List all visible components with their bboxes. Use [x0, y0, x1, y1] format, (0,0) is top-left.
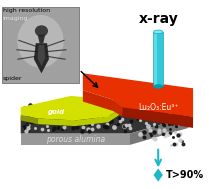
Polygon shape [21, 134, 130, 145]
Text: spider: spider [3, 76, 22, 81]
Polygon shape [21, 115, 38, 124]
Text: imaging: imaging [3, 16, 28, 21]
Ellipse shape [35, 25, 48, 37]
Text: T>90%: T>90% [166, 170, 204, 180]
Bar [2, 7, 79, 83]
Ellipse shape [153, 85, 163, 88]
Text: Lu₂O₃:Eu³⁺: Lu₂O₃:Eu³⁺ [138, 103, 178, 112]
Text: gold: gold [48, 109, 65, 115]
Polygon shape [130, 117, 188, 145]
Polygon shape [122, 107, 193, 128]
Bar [2, 7, 79, 83]
Polygon shape [21, 96, 122, 120]
Polygon shape [38, 35, 45, 43]
Polygon shape [34, 43, 49, 73]
Text: high resolution: high resolution [3, 8, 50, 13]
Ellipse shape [17, 15, 64, 68]
Polygon shape [153, 168, 163, 182]
Text: porous alumina: porous alumina [46, 135, 105, 144]
Polygon shape [83, 73, 193, 117]
Bar [153, 32, 163, 87]
Polygon shape [38, 107, 122, 126]
Polygon shape [21, 100, 188, 134]
Polygon shape [83, 90, 122, 117]
Polygon shape [38, 45, 45, 66]
Polygon shape [113, 88, 193, 117]
Ellipse shape [153, 30, 163, 34]
Bar [154, 32, 157, 87]
Text: x-ray: x-ray [138, 12, 178, 26]
